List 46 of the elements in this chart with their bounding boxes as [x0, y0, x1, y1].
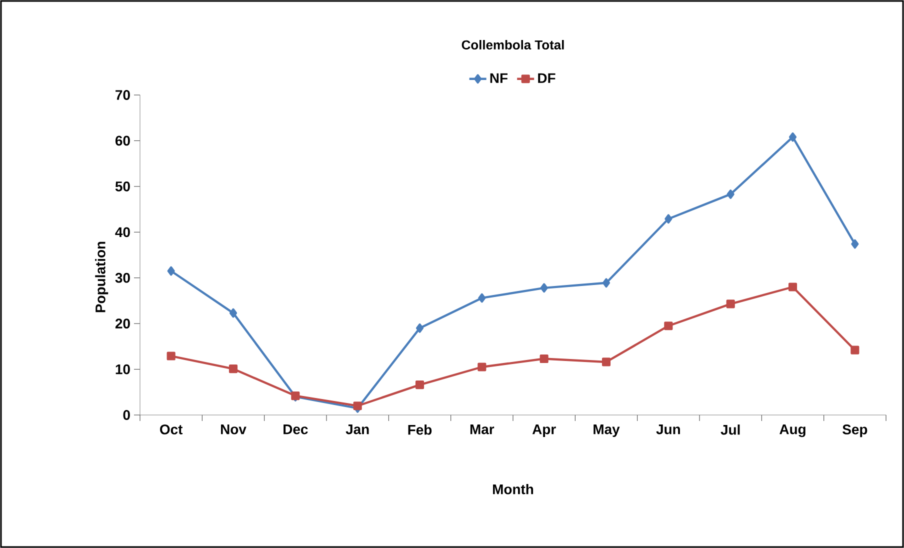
- y-tick-label: 40: [115, 227, 130, 238]
- point: [166, 352, 176, 360]
- y-tick-label: 20: [115, 318, 130, 329]
- point: [353, 402, 362, 410]
- x-tick-label: Oct: [160, 424, 183, 434]
- y-axis-title: Population: [95, 242, 108, 312]
- point: [167, 266, 175, 276]
- point: [851, 239, 859, 249]
- point: [850, 346, 860, 354]
- point: [229, 308, 238, 318]
- legend-label: NF: [490, 73, 508, 83]
- y-tick-label: 70: [116, 90, 130, 100]
- x-tick-label: Aug: [780, 424, 806, 438]
- point: [478, 362, 486, 372]
- chart-title: Collembola Total: [462, 40, 564, 50]
- x-tick-label: Jun: [656, 424, 680, 434]
- point: [788, 132, 797, 142]
- y-tick-label: 50: [115, 181, 130, 192]
- x-tick-label: May: [594, 424, 620, 438]
- point: [540, 283, 548, 293]
- y-tick-label: 30: [115, 272, 130, 283]
- point: [416, 323, 424, 333]
- x-tick-label: Jan: [346, 424, 369, 434]
- x-tick-label: Feb: [408, 424, 432, 435]
- point: [788, 282, 798, 292]
- x-tick-label: Sep: [842, 424, 868, 438]
- x-axis-title: Month: [493, 484, 534, 494]
- point: [726, 300, 735, 308]
- x-tick-label: Apr: [532, 424, 556, 438]
- point: [664, 322, 673, 330]
- point: [415, 380, 424, 390]
- point: [540, 354, 548, 364]
- x-tick-label: Mar: [470, 424, 494, 434]
- point: [602, 358, 611, 366]
- y-tick-label: 10: [116, 364, 130, 374]
- point: [726, 190, 734, 199]
- point: [228, 364, 238, 374]
- x-tick-label: Nov: [221, 424, 246, 434]
- point: [664, 214, 672, 224]
- point: [478, 293, 486, 303]
- x-tick-label: Dec: [284, 424, 308, 434]
- y-tick-label: 0: [123, 410, 130, 420]
- x-tick-label: Jul: [720, 424, 740, 435]
- point: [602, 278, 610, 288]
- y-tick-label: 60: [115, 136, 130, 146]
- legend-label: DF: [538, 73, 556, 83]
